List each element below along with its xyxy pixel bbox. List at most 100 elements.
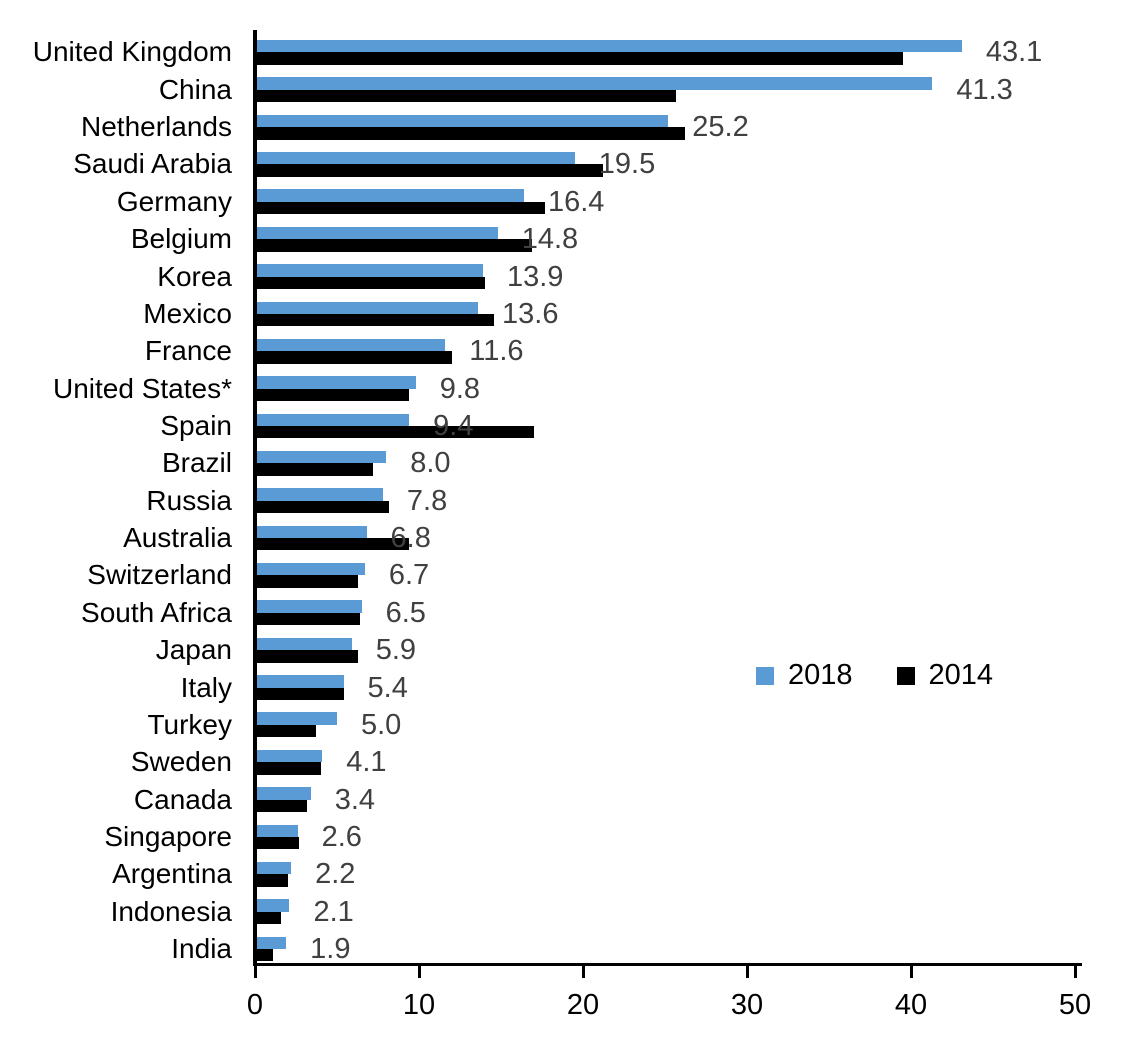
legend-2014-swatch-icon xyxy=(896,666,915,685)
bar-2018 xyxy=(255,226,498,240)
bar-2018 xyxy=(255,413,410,426)
legend: 2018 2014 xyxy=(756,659,993,692)
bar-2014 xyxy=(255,799,308,812)
value-label: 13.9 xyxy=(506,260,564,293)
value-label: 11.6 xyxy=(469,335,524,368)
category-label: Russia xyxy=(146,484,232,516)
category-label: Saudi Arabia xyxy=(73,148,232,180)
value-label: 2.6 xyxy=(321,820,362,853)
value-label: 9.8 xyxy=(439,372,481,405)
category-label: India xyxy=(171,933,232,965)
bar-2018 xyxy=(255,787,311,800)
bar-2014 xyxy=(255,500,390,514)
bar-2018 xyxy=(255,637,352,651)
value-label: 6.8 xyxy=(390,522,431,555)
legend-2018-label: 2018 xyxy=(788,659,853,691)
category-label: France xyxy=(144,335,232,367)
bar-2018 xyxy=(255,525,367,539)
value-label: 8.0 xyxy=(410,447,451,480)
category-label: Netherlands xyxy=(81,111,232,143)
bar-2018 xyxy=(255,77,933,90)
category-label: South Africa xyxy=(81,596,232,628)
category-label: Belgium xyxy=(130,223,232,255)
bar-2014 xyxy=(255,538,410,551)
bar-2018 xyxy=(255,301,479,314)
y-axis-line xyxy=(253,30,257,966)
category-label: Germany xyxy=(116,185,232,217)
bar-2014 xyxy=(255,201,546,215)
bar-2014 xyxy=(255,426,534,439)
bar-2018 xyxy=(255,264,483,277)
bar-2014 xyxy=(255,650,359,663)
value-label: 5.4 xyxy=(367,671,408,704)
value-label: 14.8 xyxy=(521,223,579,256)
bar-2018 xyxy=(255,600,362,613)
value-label: 6.7 xyxy=(388,559,430,592)
bar-2014 xyxy=(255,52,903,65)
bar-2014 xyxy=(255,612,360,626)
value-label: 6.5 xyxy=(385,596,426,629)
bar-2014 xyxy=(255,351,452,364)
value-label: 7.8 xyxy=(406,484,448,517)
value-label: 9.4 xyxy=(433,410,474,442)
category-label: Switzerland xyxy=(87,559,232,591)
bar-2014 xyxy=(255,836,300,850)
bar-2018 xyxy=(255,488,383,501)
bar-2018 xyxy=(255,450,387,464)
bar-2018 xyxy=(255,861,292,875)
category-label: United Kingdom xyxy=(32,36,232,68)
bar-2014 xyxy=(255,239,533,252)
bar-2014 xyxy=(255,164,603,177)
category-label: Spain xyxy=(160,410,232,441)
value-label: 4.1 xyxy=(346,746,387,779)
category-label: Japan xyxy=(155,634,232,666)
bar-2018 xyxy=(255,749,323,763)
bar-2014 xyxy=(255,911,282,925)
legend-2014-label: 2014 xyxy=(928,659,994,691)
value-label: 16.4 xyxy=(547,185,605,218)
legend-2018-swatch-icon xyxy=(756,666,774,685)
value-label: 19.5 xyxy=(598,148,656,181)
category-label: Mexico xyxy=(143,297,232,329)
value-label: 43.1 xyxy=(985,36,1043,69)
x-axis-tick-mark xyxy=(909,966,913,978)
bar-2014 xyxy=(255,724,316,738)
x-axis-tick-mark xyxy=(1073,966,1077,978)
x-axis-tick-label: 10 xyxy=(402,989,436,1021)
category-label: Australia xyxy=(123,522,232,554)
category-label: Turkey xyxy=(147,708,232,740)
bar-2014 xyxy=(255,313,495,327)
category-label: Argentina xyxy=(112,858,232,890)
value-label: 2.1 xyxy=(313,895,354,928)
bar-2014 xyxy=(255,949,274,962)
category-label: Singapore xyxy=(104,820,232,852)
x-axis-tick-mark xyxy=(253,966,257,978)
x-axis-tick-mark xyxy=(417,966,421,978)
x-axis-tick-mark xyxy=(581,966,585,978)
x-axis-line xyxy=(253,962,1082,966)
category-label: Korea xyxy=(157,260,232,292)
bar-2018 xyxy=(255,824,298,837)
bar-2018 xyxy=(255,899,290,912)
value-label: 5.0 xyxy=(361,708,402,741)
category-label: China xyxy=(158,73,232,105)
bar-2014 xyxy=(255,463,374,476)
bar-2014 xyxy=(255,388,410,402)
bar-2014 xyxy=(255,127,685,140)
value-label: 25.2 xyxy=(692,111,749,144)
bar-2014 xyxy=(255,575,359,588)
x-axis-tick-label: 20 xyxy=(566,989,600,1021)
value-label: 5.9 xyxy=(375,634,417,667)
x-axis-tick-label: 30 xyxy=(730,989,764,1021)
category-label: Italy xyxy=(180,671,232,703)
x-axis-tick-label: 0 xyxy=(246,989,264,1021)
value-label: 3.4 xyxy=(334,783,376,816)
x-axis-tick-mark xyxy=(745,966,749,978)
bar-2014 xyxy=(255,762,321,775)
bar-2014 xyxy=(255,687,344,700)
bar-2014 xyxy=(255,89,677,103)
value-label: 41.3 xyxy=(956,73,1013,106)
bar-2018 xyxy=(255,712,337,725)
value-label: 1.9 xyxy=(310,933,351,966)
